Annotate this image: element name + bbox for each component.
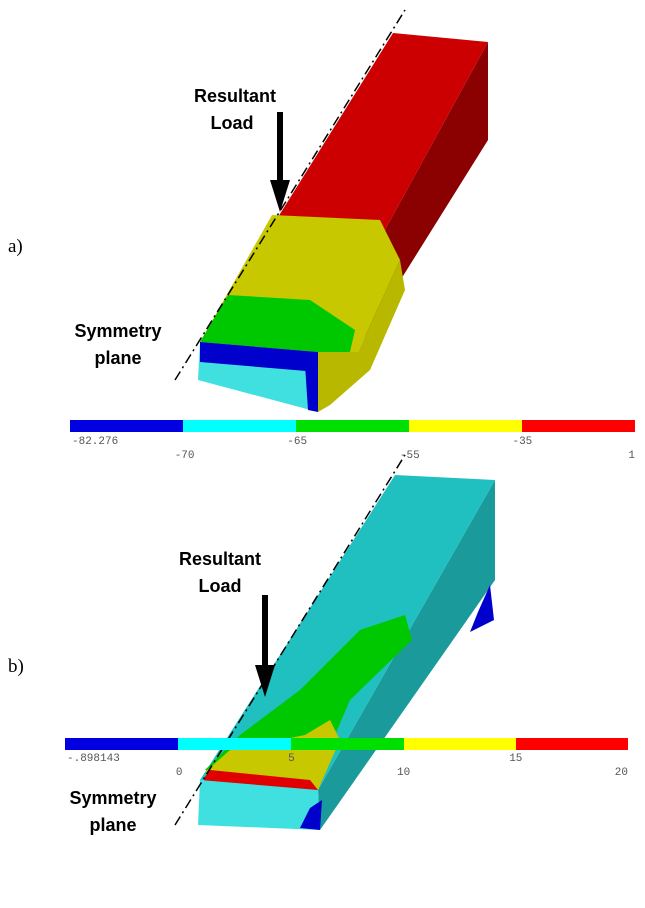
colorbar-segment <box>178 738 291 750</box>
colorbar-label: 5 <box>288 753 295 765</box>
colorbar-segment <box>522 420 635 432</box>
colorbar: -82.276 -70 -65 -55 -35 1 <box>70 420 635 462</box>
colorbar-label: 10 <box>397 767 410 779</box>
symmetry-label: Symmetry <box>74 321 161 341</box>
colorbar-label: -65 <box>287 436 307 448</box>
symmetry-label: Symmetry <box>69 788 156 808</box>
panel-a: -82.276 -70 -65 -55 -35 1 Resultant Load Symm… <box>8 10 635 462</box>
colorbar-label: 0 <box>176 767 183 779</box>
colorbar-segment <box>70 420 183 432</box>
colorbar-label: -.898143 <box>67 753 120 765</box>
colorbar-segment <box>516 738 628 750</box>
colorbar-label: -70 <box>175 450 195 462</box>
colorbar-label: 20 <box>615 767 628 779</box>
colorbar-segment <box>296 420 409 432</box>
colorbar-label: 15 <box>509 753 522 765</box>
figure: -82.276 -70 -65 -55 -35 1 Resultant Load Symm… <box>0 0 645 908</box>
symmetry-label: plane <box>89 815 136 835</box>
colorbar-label: -82.276 <box>72 436 118 448</box>
colorbar-segment <box>183 420 296 432</box>
colorbar-segment <box>404 738 516 750</box>
symmetry-label: plane <box>94 348 141 368</box>
colorbar-segment <box>65 738 178 750</box>
load-label: Load <box>199 576 242 596</box>
colorbar-segment <box>409 420 522 432</box>
colorbar-label: -55 <box>400 450 420 462</box>
panel-label: a) <box>8 236 23 257</box>
colorbar-segment <box>291 738 404 750</box>
panel-label: b) <box>8 656 24 677</box>
colorbar-label: -35 <box>512 436 532 448</box>
colorbar-label: 1 <box>628 450 635 462</box>
load-label: Resultant <box>179 549 261 569</box>
load-label: Resultant <box>194 86 276 106</box>
panel-b: -.898143 0 5 10 15 20 Resultant Load Symmetry… <box>8 455 628 835</box>
load-label: Load <box>211 113 254 133</box>
